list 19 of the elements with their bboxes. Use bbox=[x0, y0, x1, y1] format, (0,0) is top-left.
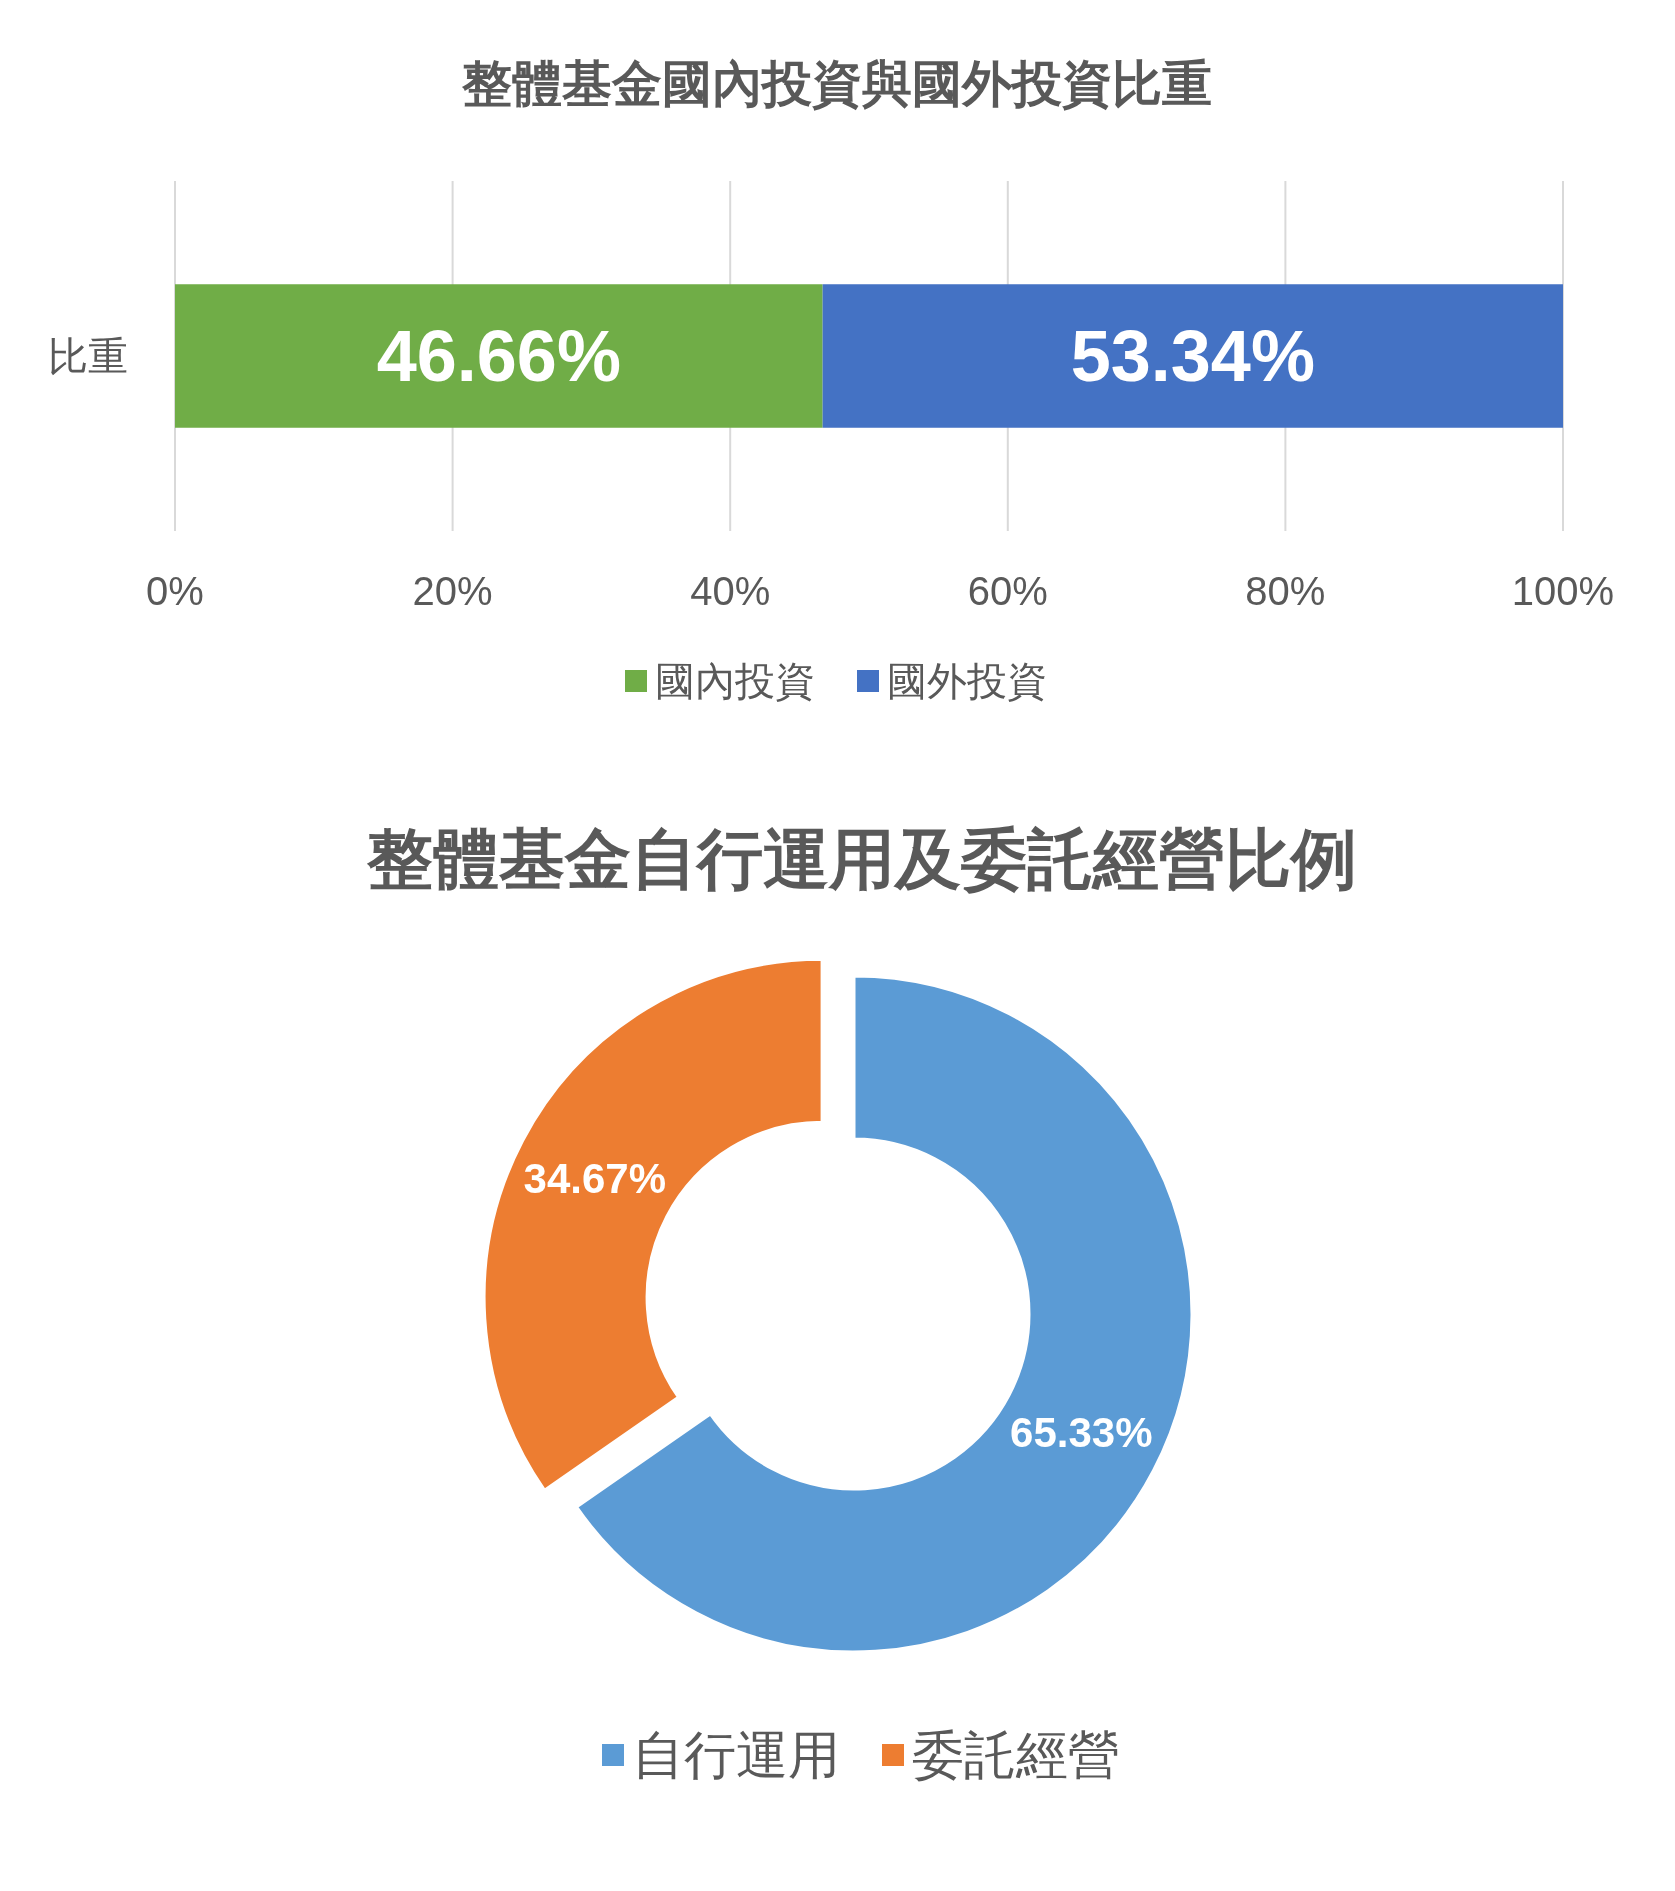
x-tick-label: 80% bbox=[1245, 569, 1326, 613]
legend-item: 國內投資 bbox=[625, 659, 815, 703]
data-label: 34.67% bbox=[523, 1155, 666, 1203]
y-tick-label: 比重 bbox=[48, 334, 128, 378]
data-label: 53.34% bbox=[1070, 316, 1315, 396]
x-tick-label: 60% bbox=[967, 569, 1048, 613]
x-tick-label: 40% bbox=[690, 569, 771, 613]
x-tick-label: 100% bbox=[1511, 569, 1615, 613]
legend-item: 自行運用 bbox=[602, 1726, 840, 1784]
x-tick-label: 0% bbox=[146, 569, 204, 613]
chart-title: 整體基金自行運用及委託經營比例 bbox=[366, 822, 1357, 896]
data-label: 46.66% bbox=[376, 316, 621, 396]
data-label: 65.33% bbox=[1010, 1409, 1153, 1457]
legend-label: 國外投資 bbox=[887, 659, 1047, 703]
legend-item: 國外投資 bbox=[857, 659, 1047, 703]
x-tick-label: 20% bbox=[412, 569, 493, 613]
legend-item: 委託經營 bbox=[882, 1726, 1120, 1784]
legend-label: 國內投資 bbox=[655, 659, 815, 703]
chart-title: 整體基金國內投資與國外投資比重 bbox=[461, 56, 1212, 112]
